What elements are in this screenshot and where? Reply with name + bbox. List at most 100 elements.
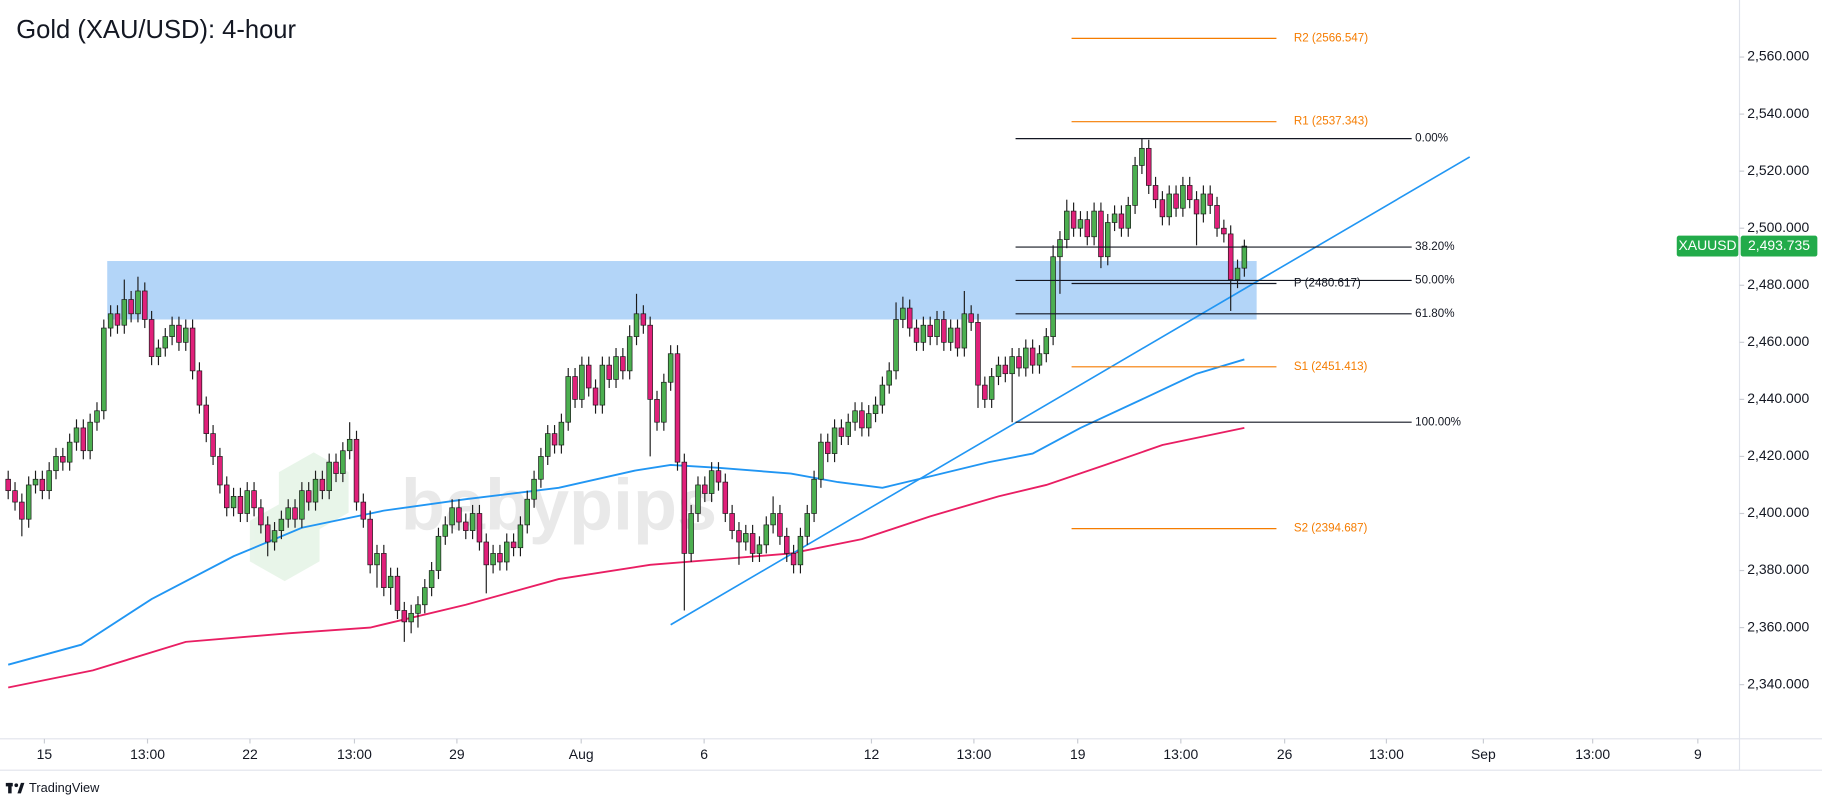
candle-body <box>1207 193 1213 206</box>
candle-body <box>538 456 544 480</box>
candle-body <box>237 496 244 514</box>
candle-body <box>906 307 913 329</box>
candle-body <box>531 478 537 500</box>
candle-body <box>1186 185 1193 201</box>
candle-body <box>408 612 414 623</box>
candle-body <box>606 364 612 380</box>
support-resistance-zone <box>107 261 1257 320</box>
candle-body <box>319 478 326 492</box>
pivots-label: R2 (2566.547) <box>1294 31 1368 44</box>
candle-body <box>1043 336 1050 355</box>
candle-body <box>702 484 708 494</box>
candle-body <box>32 478 39 486</box>
x-tick-label: Sep <box>1471 746 1496 762</box>
candle-body <box>258 507 264 526</box>
candle-body <box>1050 256 1056 337</box>
chart-title: Gold (XAU/USD): 4-hour <box>16 16 296 44</box>
candle-body <box>422 587 428 606</box>
candle-body <box>1166 193 1172 218</box>
candle-body <box>804 513 810 537</box>
candle-body <box>504 541 510 563</box>
candle-body <box>66 441 73 463</box>
candle-body <box>312 478 319 503</box>
last-price-label: 2,493.735 <box>1748 237 1810 253</box>
candle-body <box>551 433 558 446</box>
y-tick-label: 2,560.000 <box>1747 48 1809 64</box>
candle-body <box>544 433 551 457</box>
candle-body <box>961 313 968 349</box>
candle-body <box>1125 205 1131 229</box>
candle-body <box>1139 147 1145 166</box>
candle-body <box>1057 239 1063 258</box>
candle-body <box>510 541 517 549</box>
candle-body <box>900 307 906 320</box>
candle-body <box>722 481 729 514</box>
candle-body <box>128 299 134 315</box>
y-tick-label: 2,340.000 <box>1747 675 1809 691</box>
candle-body <box>12 490 18 503</box>
candle-body <box>1077 219 1084 229</box>
candle-body <box>278 518 285 531</box>
candle-body <box>1036 353 1043 366</box>
plot-area: 0.00% 38.20% 50.00% 61.80% 100.00% R2 (2566.5… <box>5 31 1471 689</box>
x-tick-label: 19 <box>1070 746 1086 762</box>
candle-body <box>183 327 189 343</box>
x-tick-label: 13:00 <box>337 746 372 762</box>
candle-body <box>463 521 469 531</box>
fibonacci-label: 38.20% <box>1415 240 1454 253</box>
x-tick-label: 13:00 <box>130 746 165 762</box>
candle-body <box>640 313 647 326</box>
candle-body <box>592 387 599 406</box>
moving-average <box>8 426 1245 689</box>
candle-body <box>217 456 223 486</box>
candle-body <box>749 533 756 554</box>
candle-body <box>708 470 715 494</box>
candle-body <box>1105 222 1111 258</box>
candle-body <box>162 336 169 349</box>
candle-body <box>599 364 606 406</box>
x-tick-label: 26 <box>1277 746 1293 762</box>
candle-body <box>852 410 858 423</box>
candle-body <box>777 513 783 537</box>
candle-body <box>203 404 209 434</box>
candle-body <box>790 553 797 566</box>
y-tick-label: 2,420.000 <box>1747 447 1809 463</box>
candle-body <box>1180 185 1186 209</box>
candle-body <box>428 570 435 589</box>
candle-body <box>825 441 831 454</box>
candle-body <box>1152 185 1159 201</box>
candle-body <box>25 484 32 520</box>
candle-body <box>681 461 688 554</box>
candle-body <box>5 478 11 492</box>
candle-body <box>661 381 667 423</box>
candle-body <box>87 421 93 452</box>
candle-body <box>736 530 742 543</box>
candle-body <box>975 322 981 386</box>
candle-body <box>1227 233 1234 280</box>
trendline <box>670 156 1471 626</box>
candle-body <box>893 319 899 372</box>
x-tick-label: Aug <box>569 746 594 762</box>
candle-body <box>995 364 1002 377</box>
candle-body <box>264 524 271 543</box>
candle-body <box>1241 245 1248 269</box>
candle-body <box>394 575 401 611</box>
x-tick-label: 6 <box>700 746 708 762</box>
x-tick-label: 29 <box>449 746 465 762</box>
candle-body <box>770 513 776 526</box>
y-tick-label: 2,480.000 <box>1747 276 1809 292</box>
candle-body <box>210 433 216 457</box>
y-tick-label: 2,500.000 <box>1747 219 1809 235</box>
symbol-tag <box>1676 235 1739 257</box>
candle-body <box>647 324 653 400</box>
candle-body <box>107 313 114 329</box>
candle-body <box>1016 356 1022 369</box>
candle-body <box>743 533 749 543</box>
candle-body <box>797 535 804 566</box>
x-tick-label: 15 <box>37 746 53 762</box>
x-tick-label: 13:00 <box>1575 746 1610 762</box>
candle-body <box>558 421 565 446</box>
candle-body <box>1070 210 1077 229</box>
candle-body <box>148 319 155 357</box>
